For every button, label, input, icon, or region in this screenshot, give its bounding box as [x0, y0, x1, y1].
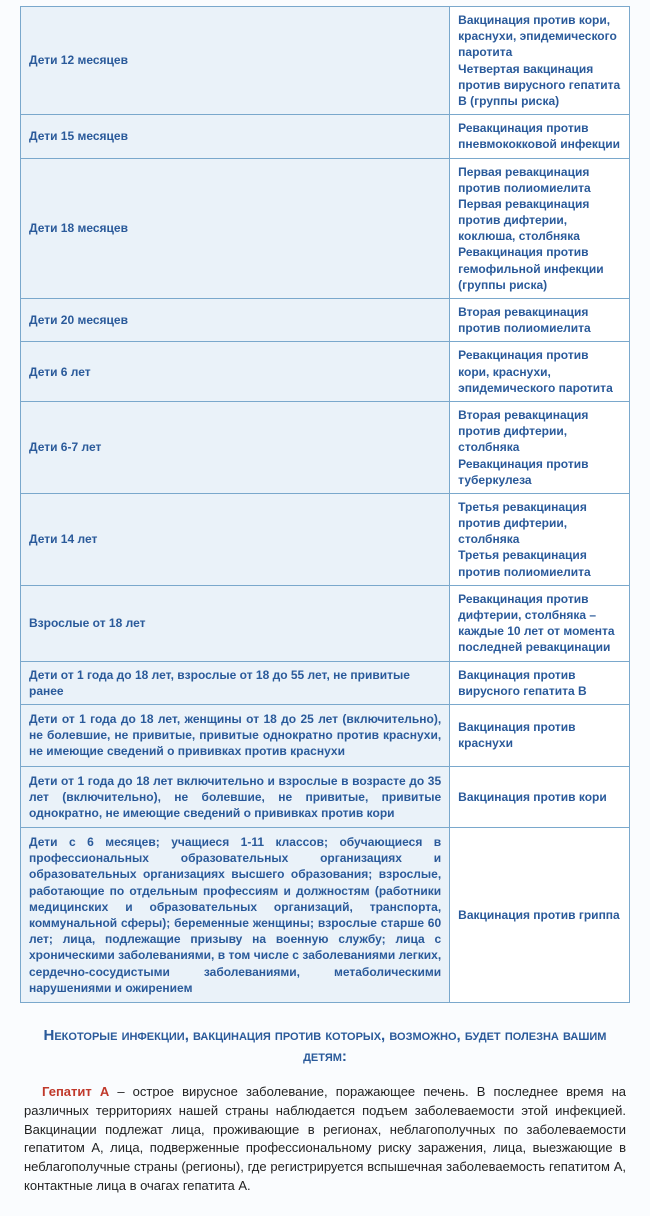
section-heading: Некоторые инфекции, вакцинация против ко…	[30, 1025, 620, 1067]
info-paragraph: Гепатит A – острое вирусное заболевание,…	[24, 1083, 626, 1196]
vaccination-cell: Вакцинация против краснухи	[450, 704, 630, 766]
age-cell: Дети 15 месяцев	[21, 115, 450, 158]
table-row: Взрослые от 18 летРевакцинация против ди…	[21, 585, 630, 661]
group-cell: Дети с 6 месяцев; учащиеся 1-11 классов;…	[21, 828, 450, 1003]
vaccination-cell: Вакцинация против вирусного гепатита B	[450, 661, 630, 704]
table-row: Дети 14 летТретья ревакцинация против ди…	[21, 493, 630, 585]
age-cell: Дети 6-7 лет	[21, 401, 450, 493]
table-row: Дети 15 месяцевРевакцинация против пневм…	[21, 115, 630, 158]
table-row: Дети от 1 года до 18 лет, взрослые от 18…	[21, 661, 630, 704]
age-cell: Взрослые от 18 лет	[21, 585, 450, 661]
table-row: Дети 18 месяцевПервая ревакцинация проти…	[21, 158, 630, 299]
age-cell: Дети 14 лет	[21, 493, 450, 585]
age-cell: Дети 12 месяцев	[21, 7, 450, 115]
vaccination-schedule-table: Дети 12 месяцевВакцинация против кори, к…	[20, 6, 630, 1003]
age-cell: Дети 6 лет	[21, 342, 450, 402]
table-row: Дети 6-7 летВторая ревакцинация против д…	[21, 401, 630, 493]
table-row: Дети от 1 года до 18 лет включительно и …	[21, 766, 630, 828]
vaccination-cell: Ревакцинация против дифтерии, столбняка …	[450, 585, 630, 661]
group-cell: Дети от 1 года до 18 лет включительно и …	[21, 766, 450, 828]
table-row: Дети 12 месяцевВакцинация против кори, к…	[21, 7, 630, 115]
vaccination-cell: Вторая ревакцинация против дифтерии, сто…	[450, 401, 630, 493]
table-row: Дети от 1 года до 18 лет, женщины от 18 …	[21, 704, 630, 766]
vaccination-cell: Третья ревакцинация против дифтерии, сто…	[450, 493, 630, 585]
vaccination-cell: Вакцинация против гриппа	[450, 828, 630, 1003]
age-cell: Дети 20 месяцев	[21, 299, 450, 342]
table-row: Дети с 6 месяцев; учащиеся 1-11 классов;…	[21, 828, 630, 1003]
table-row: Дети 6 летРевакцинация против кори, крас…	[21, 342, 630, 402]
vaccination-cell: Ревакцинация против кори, краснухи, эпид…	[450, 342, 630, 402]
vaccination-cell: Первая ревакцинация против полиомиелитаП…	[450, 158, 630, 299]
paragraph-text: – острое вирусное заболевание, поражающе…	[24, 1084, 626, 1193]
table-row: Дети 20 месяцевВторая ревакцинация проти…	[21, 299, 630, 342]
vaccination-cell: Вторая ревакцинация против полиомиелита	[450, 299, 630, 342]
term-hepatitis-a: Гепатит A	[42, 1084, 109, 1099]
age-cell: Дети 18 месяцев	[21, 158, 450, 299]
vaccination-cell: Вакцинация против кори, краснухи, эпидем…	[450, 7, 630, 115]
vaccination-cell: Ревакцинация против пневмококковой инфек…	[450, 115, 630, 158]
age-cell: Дети от 1 года до 18 лет, взрослые от 18…	[21, 661, 450, 704]
vaccination-cell: Вакцинация против кори	[450, 766, 630, 828]
group-cell: Дети от 1 года до 18 лет, женщины от 18 …	[21, 704, 450, 766]
